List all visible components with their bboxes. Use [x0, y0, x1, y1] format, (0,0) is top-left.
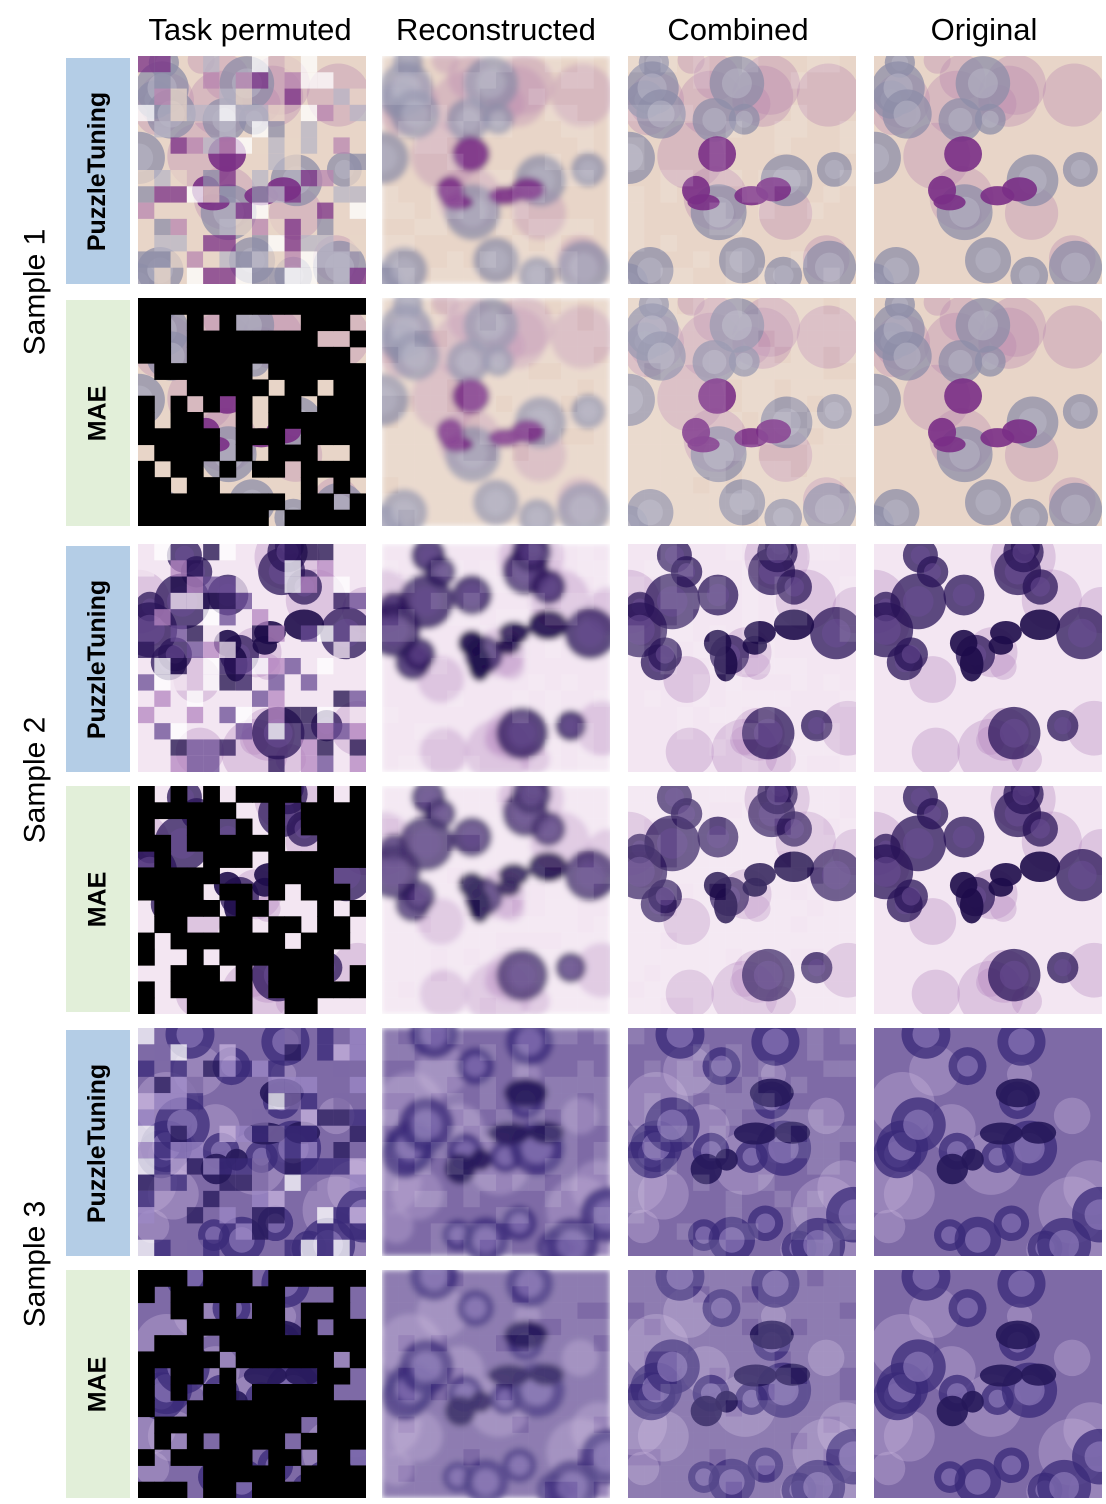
sample-3-label: Sample 3	[18, 1200, 51, 1328]
sample-1-puzzletuning-reconstructed-image	[382, 56, 610, 284]
method-tab-puzzletuning: PuzzleTuning	[66, 1030, 130, 1256]
method-tab-mae: MAE	[66, 786, 130, 1012]
sample-3-mae-reconstructed-image	[382, 1270, 610, 1498]
sample-2-label: Sample 2	[18, 716, 51, 844]
sample-3-puzzletuning-original-image	[874, 1028, 1102, 1256]
sample-2-puzzletuning-task-permuted-image	[138, 544, 366, 772]
method-tab-mae: MAE	[66, 1270, 130, 1498]
sample-2-puzzletuning-original-image	[874, 544, 1102, 772]
sample-3-mae-combined-image	[628, 1270, 856, 1498]
sample-1-mae-reconstructed-image	[382, 298, 610, 526]
sample-1-mae-combined-image	[628, 298, 856, 526]
sample-3-puzzletuning-combined-image	[628, 1028, 856, 1256]
column-header-combined: Combined	[667, 12, 809, 47]
sample-3-mae-task-permuted-image	[138, 1270, 366, 1498]
sample-2-mae-reconstructed-image	[382, 786, 610, 1014]
sample-2-mae-original-image	[874, 786, 1102, 1014]
sample-3-puzzletuning-reconstructed-image	[382, 1028, 610, 1256]
sample-2-mae-combined-image	[628, 786, 856, 1014]
sample-1-mae-original-image	[874, 298, 1102, 526]
column-header-original: Original	[930, 12, 1038, 47]
sample-1-puzzletuning-original-image	[874, 56, 1102, 284]
sample-1-puzzletuning-task-permuted-image	[138, 56, 366, 284]
method-tab-puzzletuning: PuzzleTuning	[66, 58, 130, 284]
sample-1-mae-task-permuted-image	[138, 298, 366, 526]
column-header-reconstructed: Reconstructed	[396, 12, 596, 47]
sample-3-puzzletuning-task-permuted-image	[138, 1028, 366, 1256]
method-tab-mae: MAE	[66, 300, 130, 526]
sample-2-puzzletuning-combined-image	[628, 544, 856, 772]
column-header-task-permuted: Task permuted	[148, 12, 352, 47]
sample-1-label: Sample 1	[18, 228, 51, 356]
sample-3-mae-original-image	[874, 1270, 1102, 1498]
sample-1-puzzletuning-combined-image	[628, 56, 856, 284]
sample-2-mae-task-permuted-image	[138, 786, 366, 1014]
sample-2-puzzletuning-reconstructed-image	[382, 544, 610, 772]
method-tab-puzzletuning: PuzzleTuning	[66, 546, 130, 772]
